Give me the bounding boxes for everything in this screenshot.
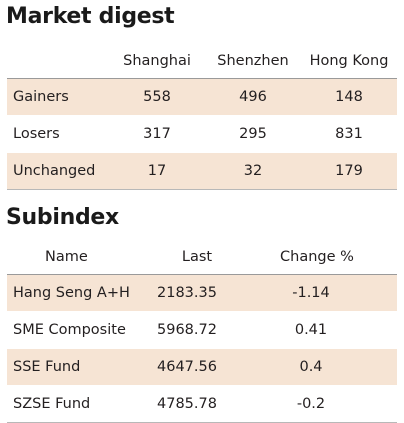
subindex-change: -1.14: [237, 274, 397, 312]
table-row: SME Composite 5968.72 0.41: [7, 311, 397, 349]
header-blank-cell: [7, 44, 109, 79]
cell-value: 831: [301, 115, 397, 153]
subindex-last: 4647.56: [157, 348, 237, 386]
market-digest-header-row: Shanghai Shenzhen Hong Kong: [7, 44, 397, 79]
table-row: SSE Fund 4647.56 0.4: [7, 348, 397, 386]
cell-value: 17: [109, 152, 205, 190]
table-row: Hang Seng A+H 2183.35 -1.14: [7, 274, 397, 312]
table-row-unchanged: Unchanged 17 32 179: [7, 152, 397, 190]
subindex-name: SME Composite: [7, 311, 157, 349]
column-header-shenzhen: Shenzhen: [205, 44, 301, 79]
subindex-last: 2183.35: [157, 274, 237, 312]
cell-value: 496: [205, 78, 301, 116]
row-label: Unchanged: [7, 152, 109, 190]
subindex-name: Hang Seng A+H: [7, 274, 157, 312]
cell-value: 179: [301, 152, 397, 190]
subindex-table: Name Last Change % Hang Seng A+H 2183.35…: [7, 240, 397, 423]
column-header-shanghai: Shanghai: [109, 44, 205, 79]
column-header-hong-kong: Hong Kong: [301, 44, 397, 79]
table-row-losers: Losers 317 295 831: [7, 115, 397, 153]
subindex-name: SZSE Fund: [7, 385, 157, 423]
cell-value: 558: [109, 78, 205, 116]
subindex-header-row: Name Last Change %: [7, 240, 397, 275]
column-header-last: Last: [157, 240, 237, 275]
subindex-change: 0.41: [237, 311, 397, 349]
cell-value: 295: [205, 115, 301, 153]
subindex-name: SSE Fund: [7, 348, 157, 386]
row-label: Gainers: [7, 78, 109, 116]
subindex-change: -0.2: [237, 385, 397, 423]
row-label: Losers: [7, 115, 109, 153]
subindex-title: Subindex: [6, 205, 119, 230]
cell-value: 148: [301, 78, 397, 116]
subindex-last: 4785.78: [157, 385, 237, 423]
table-row-gainers: Gainers 558 496 148: [7, 78, 397, 116]
cell-value: 32: [205, 152, 301, 190]
subindex-last: 5968.72: [157, 311, 237, 349]
subindex-change: 0.4: [237, 348, 397, 386]
column-header-name: Name: [7, 240, 157, 275]
market-digest-title: Market digest: [6, 4, 175, 29]
column-header-change: Change %: [237, 240, 397, 275]
cell-value: 317: [109, 115, 205, 153]
table-row: SZSE Fund 4785.78 -0.2: [7, 385, 397, 423]
market-digest-table: Shanghai Shenzhen Hong Kong Gainers 558 …: [7, 44, 397, 190]
